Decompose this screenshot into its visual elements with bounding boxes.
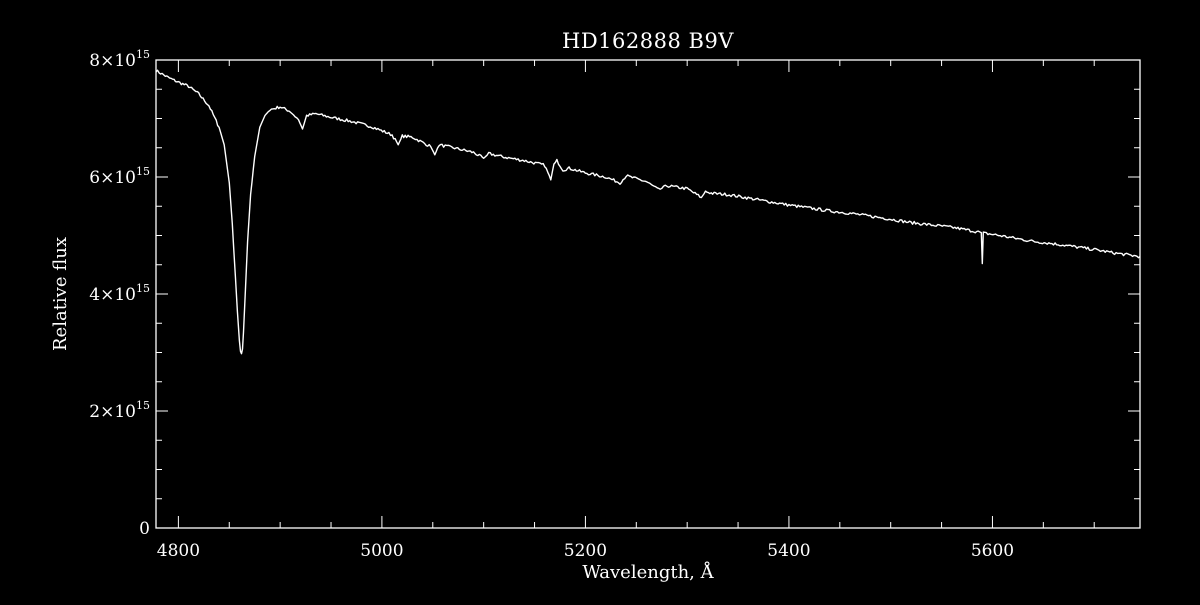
y-tick-label: 4×1015 bbox=[89, 282, 150, 305]
tick-label-layer: 4800 5000 5200 5400 5600 0 2×1015 4×1015 6×1015 8… bbox=[89, 48, 1014, 561]
spectrum-line bbox=[156, 70, 1140, 354]
y-tick-label: 8×1015 bbox=[89, 48, 150, 71]
x-tick-label: 5000 bbox=[360, 541, 403, 561]
y-tick-label: 0 bbox=[139, 519, 150, 539]
x-axis-label: Wavelength, Å bbox=[582, 561, 714, 583]
plot-frame bbox=[156, 60, 1140, 528]
tick-layer bbox=[156, 60, 1140, 528]
y-tick-label: 6×1015 bbox=[89, 165, 150, 188]
y-axis-label: Relative flux bbox=[50, 237, 71, 351]
chart-title: HD162888 B9V bbox=[562, 29, 734, 53]
x-tick-label: 4800 bbox=[157, 541, 200, 561]
y-tick-label: 2×1015 bbox=[89, 399, 150, 422]
x-tick-label: 5200 bbox=[564, 541, 607, 561]
x-tick-label: 5400 bbox=[767, 541, 810, 561]
x-tick-label: 5600 bbox=[971, 541, 1014, 561]
